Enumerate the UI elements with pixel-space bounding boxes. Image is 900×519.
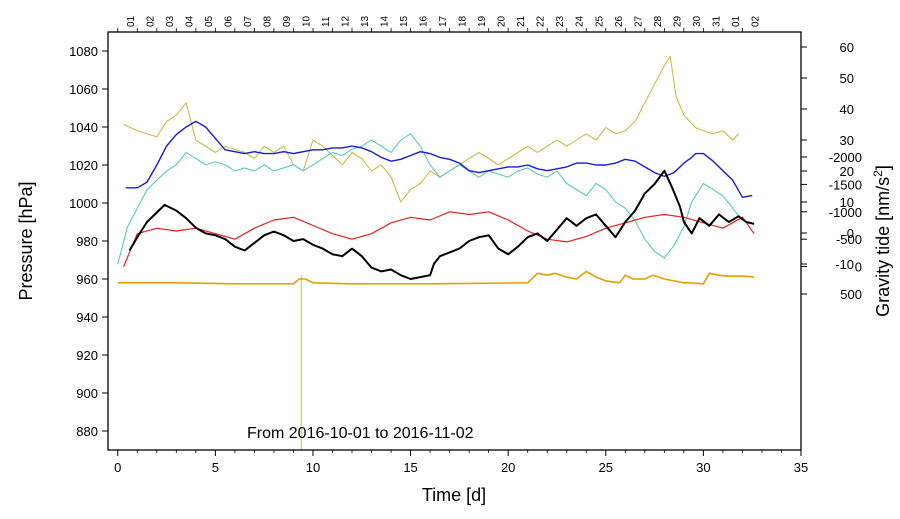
right-label-main: Gravity tide [nm/s — [873, 177, 893, 317]
top-day-label: 28 — [653, 15, 664, 27]
top-day-label: 29 — [672, 15, 683, 27]
right-label-sup: 2 — [871, 170, 885, 177]
series-layer — [117, 55, 755, 450]
x-tick-label: 35 — [794, 460, 808, 475]
x-tick-label: 25 — [599, 460, 613, 475]
top-day-label: 19 — [477, 15, 488, 27]
top-day-label: 07 — [243, 15, 254, 27]
series-gravity-a-line — [123, 55, 739, 203]
x-tick-label: 20 — [501, 460, 515, 475]
x-tick-label: 10 — [306, 460, 320, 475]
y-tick-label-left: 1060 — [69, 82, 98, 97]
top-day-label: 06 — [223, 15, 234, 27]
y-tick-label-left: 940 — [76, 310, 98, 325]
y-tick-label-left: 920 — [76, 348, 98, 363]
y-tick-label-right-lower: -1000 — [829, 205, 862, 220]
y-tick-label-right-upper: 20 — [840, 164, 854, 179]
top-day-label: 16 — [419, 15, 430, 27]
right-label-end: ] — [873, 165, 893, 170]
top-day-label: 03 — [165, 15, 176, 27]
top-day-label: 13 — [360, 15, 371, 27]
x-axis-label: Time [d] — [422, 485, 486, 505]
top-day-label: 24 — [575, 15, 586, 27]
note-text: From 2016-10-01 to 2016-11-02 — [247, 425, 474, 442]
y-tick-label-right-lower: 0 — [855, 260, 862, 275]
y-tick-label-right-upper: -10 — [835, 257, 854, 272]
y-tick-label-right-upper: 40 — [840, 102, 854, 117]
x-tick-label: 30 — [696, 460, 710, 475]
top-day-label: 30 — [692, 15, 703, 27]
top-day-label: 10 — [301, 15, 312, 27]
y-tick-label-right-lower: -2000 — [829, 150, 862, 165]
x-tick-label: 15 — [403, 460, 417, 475]
y-tick-label-left: 1000 — [69, 196, 98, 211]
series-pressure-baseline-line — [117, 270, 755, 285]
y-tick-label-left: 1080 — [69, 44, 98, 59]
top-day-label: 17 — [438, 15, 449, 27]
top-day-label: 09 — [282, 15, 293, 27]
y-tick-label-right-upper: 30 — [840, 133, 854, 148]
y-axis-label-left: Pressure [hPa] — [16, 181, 36, 300]
top-day-label: 21 — [516, 15, 527, 27]
top-day-label: 02 — [750, 15, 761, 27]
top-day-label: 01 — [126, 15, 137, 27]
series-pressure-smooth-line — [125, 120, 753, 198]
top-day-label: 02 — [145, 15, 156, 27]
top-day-label: 26 — [614, 15, 625, 27]
x-tick-label: 5 — [212, 460, 219, 475]
top-day-label: 25 — [594, 15, 605, 27]
y-tick-label-left: 980 — [76, 234, 98, 249]
y-tick-label-right-upper: 0 — [847, 226, 854, 241]
series-gravity-tide-line — [123, 211, 755, 267]
tick-layer — [102, 28, 807, 456]
top-day-label: 20 — [497, 15, 508, 27]
top-day-label: 12 — [340, 15, 351, 27]
y-tick-label-left: 960 — [76, 272, 98, 287]
top-day-label: 23 — [555, 15, 566, 27]
y-axis-label-right: Gravity tide [nm/s2] — [871, 165, 893, 317]
top-day-label: 11 — [321, 16, 332, 27]
top-day-label: 31 — [711, 15, 722, 27]
top-day-label: 01 — [731, 15, 742, 27]
x-tick-label: 0 — [114, 460, 121, 475]
plot-frame — [107, 31, 802, 451]
y-tick-label-right-lower: -1500 — [829, 177, 862, 192]
top-day-label: 22 — [536, 15, 547, 27]
y-tick-label-right-upper: 10 — [840, 195, 854, 210]
y-tick-label-right-upper: 50 — [840, 71, 854, 86]
top-day-label: 14 — [380, 15, 391, 27]
series-gravity-b-line — [117, 133, 743, 265]
y-tick-label-left: 880 — [76, 424, 98, 439]
y-tick-label-left: 900 — [76, 386, 98, 401]
top-day-label: 15 — [399, 15, 410, 27]
top-day-label: 05 — [204, 15, 215, 27]
top-day-label: 18 — [458, 15, 469, 27]
top-day-label: 08 — [262, 15, 273, 27]
series-pressure-line — [128, 169, 755, 280]
top-day-label: 04 — [184, 15, 195, 27]
y-tick-label-right-lower: 500 — [840, 287, 862, 302]
y-tick-label-right-lower: -500 — [836, 232, 862, 247]
y-tick-label-right-upper: 60 — [840, 40, 854, 55]
top-day-label: 27 — [633, 15, 644, 27]
y-tick-label-left: 1040 — [69, 120, 98, 135]
y-tick-label-left: 1020 — [69, 158, 98, 173]
